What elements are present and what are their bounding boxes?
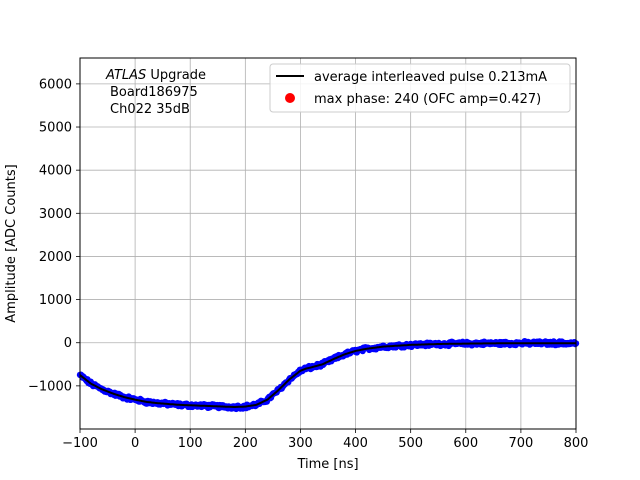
y-tick-label: 4000 <box>39 164 72 179</box>
plot-frame <box>79 57 577 430</box>
y-tick-label: 6000 <box>39 77 72 92</box>
legend-entry-pulse: average interleaved pulse 0.213mA <box>314 70 547 85</box>
annotation-line-1: ATLAS Upgrade <box>105 68 206 83</box>
x-tick-label: 600 <box>453 436 478 451</box>
x-tick-label: 300 <box>288 436 313 451</box>
sample-points <box>76 338 580 413</box>
x-tick-label: 0 <box>131 436 139 451</box>
x-axis-label: Time [ns] <box>296 457 358 472</box>
x-tick-label: 800 <box>564 436 589 451</box>
data-layer <box>76 338 580 413</box>
x-tick-label: 700 <box>508 436 533 451</box>
legend-dot-swatch <box>285 93 295 103</box>
x-tick-label: −100 <box>62 436 98 451</box>
legend: average interleaved pulse 0.213mA max ph… <box>269 63 571 113</box>
x-tick-label: 100 <box>178 436 203 451</box>
y-tick-label: 3000 <box>39 207 72 222</box>
annotation-upgrade: Upgrade <box>146 68 206 83</box>
y-axis-label: Amplitude [ADC Counts] <box>4 164 19 322</box>
legend-box <box>269 63 571 113</box>
x-tick-label: 500 <box>398 436 423 451</box>
y-tick-label: 1000 <box>39 293 72 308</box>
x-tick-label: 400 <box>343 436 368 451</box>
annotation-atlas: ATLAS <box>105 68 146 83</box>
annotation-line-2: Board186975 <box>110 85 198 100</box>
average-pulse-line <box>79 342 576 408</box>
y-tick-label: 5000 <box>39 121 72 136</box>
y-tick-label: 2000 <box>39 250 72 265</box>
y-tick-label: −1000 <box>28 379 72 394</box>
annotation: ATLAS Upgrade Board186975 Ch022 35dB <box>105 68 206 117</box>
x-tick-label: 200 <box>233 436 258 451</box>
legend-entry-max-phase: max phase: 240 (OFC amp=0.427) <box>314 92 541 107</box>
annotation-line-3: Ch022 35dB <box>110 102 190 117</box>
y-tick-label: 0 <box>64 336 72 351</box>
ticks: −100 0 100 200 300 400 500 600 700 800−1000010002… <box>28 77 588 451</box>
